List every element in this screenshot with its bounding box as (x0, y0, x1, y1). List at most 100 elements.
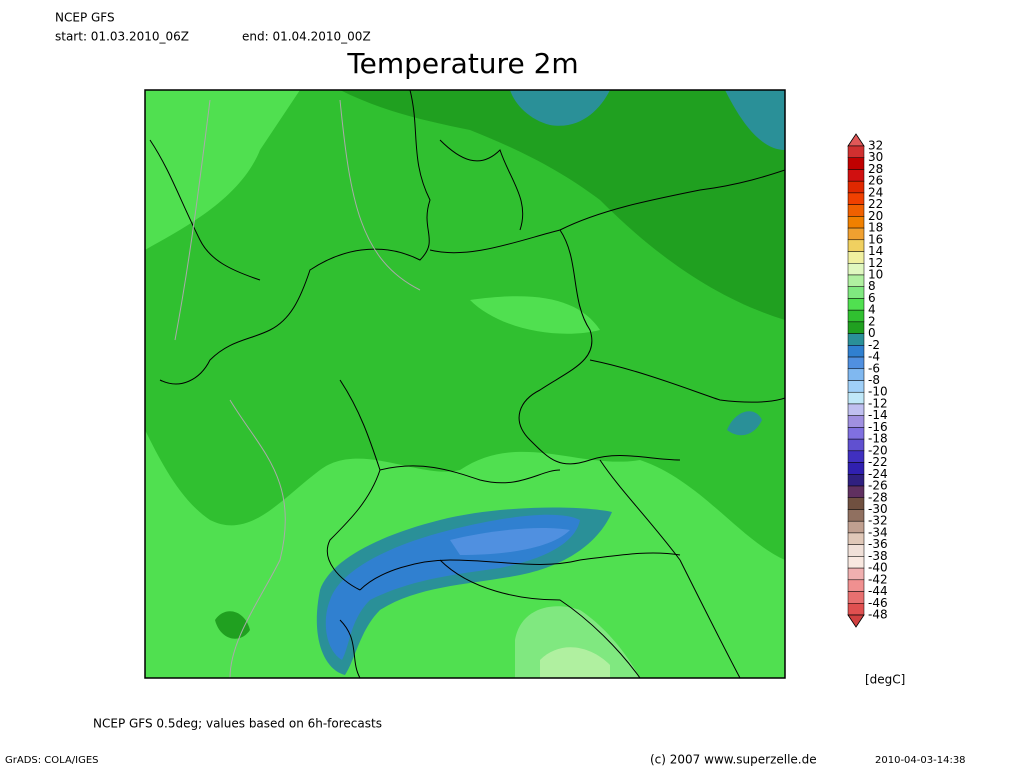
software-label: GrADS: COLA/IGES (5, 755, 99, 766)
copyright: (c) 2007 www.superzelle.de (650, 753, 817, 767)
colorbar-swatch (847, 192, 865, 205)
colorbar-label: 8 (868, 279, 876, 293)
colorbar-label: -42 (868, 572, 888, 586)
colorbar-swatch (847, 216, 865, 229)
colorbar-label: -28 (868, 490, 888, 504)
footer-note: NCEP GFS 0.5deg; values based on 6h-fore… (93, 717, 382, 731)
unit-label: [degC] (865, 673, 905, 687)
timestamp: 2010-04-03-14:38 (875, 755, 966, 766)
colorbar-label: -44 (868, 584, 888, 598)
colorbar-label: -36 (868, 537, 888, 551)
colorbar-label: -22 (868, 455, 888, 469)
colorbar-swatch (847, 556, 865, 569)
colorbar-label: -30 (868, 502, 888, 516)
colorbar-label: 18 (868, 221, 883, 235)
colorbar-swatch (847, 286, 865, 299)
borders (149, 90, 785, 678)
colorbar-swatch (847, 239, 865, 252)
colorbar-label: 20 (868, 209, 883, 223)
colorbar-swatch (847, 427, 865, 440)
colorbar-swatch (847, 309, 865, 323)
temperature-area (325, 514, 580, 660)
colorbar-swatch (847, 544, 865, 557)
colorbar-swatch (847, 520, 865, 534)
colorbar-swatch (847, 579, 865, 592)
colorbar-label: -46 (868, 596, 888, 610)
colorbar-label: 30 (868, 150, 883, 164)
colorbar-swatch (847, 368, 865, 381)
map (144, 89, 786, 679)
colorbar-swatch (847, 169, 865, 182)
colorbar-label: -10 (868, 385, 888, 399)
temperature-area (540, 647, 610, 678)
colorbar-label: 2 (868, 314, 876, 328)
colorbar-label: 14 (868, 244, 883, 258)
colorbar-label: -26 (868, 479, 888, 493)
colorbar-label: -20 (868, 443, 888, 457)
colorbar-label: 12 (868, 256, 883, 270)
colorbar-label: 32 (868, 139, 883, 153)
colorbar-label: -16 (868, 420, 888, 434)
colorbar-swatch (847, 497, 865, 510)
colorbar-swatch (847, 532, 865, 545)
temperature-area (725, 90, 785, 150)
colorbar-swatch (847, 298, 865, 311)
contours (174, 99, 421, 678)
colorbar-swatch (847, 485, 865, 498)
colorbar-swatch (847, 415, 865, 428)
colorbar-arrow (847, 133, 865, 147)
colorbar-swatch (847, 474, 865, 487)
colorbar-swatch (847, 391, 865, 405)
temperature-area (340, 90, 785, 320)
temperature-area (510, 90, 610, 126)
colorbar-swatch (847, 403, 865, 416)
colorbar-label: -12 (868, 396, 888, 410)
colorbar-swatch (847, 251, 865, 264)
colorbar-swatch (847, 180, 865, 194)
colorbar-swatch (847, 438, 865, 452)
colorbar-label: -8 (868, 373, 880, 387)
colorbar-swatch (847, 227, 865, 241)
colorbar-swatch (847, 450, 865, 463)
colorbar-label: 6 (868, 291, 876, 305)
start-label: start: 01.03.2010_06Z (55, 30, 189, 44)
colorbar-swatch (847, 356, 865, 370)
colorbar-swatch (847, 380, 865, 393)
colorbar-label: -14 (868, 408, 888, 422)
colorbar-label: -34 (868, 525, 888, 539)
colorbar-label: 16 (868, 232, 883, 246)
temperature-area (470, 296, 600, 334)
colorbar-label: 28 (868, 162, 883, 176)
colorbar-swatch (847, 345, 865, 358)
colorbar-swatch (847, 591, 865, 604)
colorbar-label: 10 (868, 267, 883, 281)
end-label: end: 01.04.2010_00Z (242, 30, 371, 44)
colorbar: 32302826242220181614121086420-2-4-6-8-10… (847, 133, 888, 628)
colorbar-label: -18 (868, 432, 888, 446)
colorbar-swatch (847, 603, 865, 616)
colorbar-label: 24 (868, 185, 883, 199)
colorbar-swatch (847, 462, 865, 475)
map-title: Temperature 2m (346, 47, 578, 80)
colorbar-label: -6 (868, 361, 880, 375)
colorbar-swatch (847, 509, 865, 522)
colorbar-label: 0 (868, 326, 876, 340)
colorbar-swatch (847, 204, 865, 217)
colorbar-label: 4 (868, 303, 876, 317)
colorbar-swatch (847, 263, 865, 276)
colorbar-swatch (847, 145, 865, 158)
temperature-area (727, 411, 762, 436)
colorbar-swatch (847, 321, 865, 334)
colorbar-swatch (847, 333, 865, 346)
model-label: NCEP GFS (55, 11, 115, 25)
colorbar-label: 22 (868, 197, 883, 211)
colorbar-label: -32 (868, 514, 888, 528)
colorbar-label: -24 (868, 467, 888, 481)
colorbar-label: -4 (868, 350, 880, 364)
colorbar-swatch (847, 157, 865, 170)
temperature-area (450, 528, 570, 555)
colorbar-label: -2 (868, 338, 880, 352)
colorbar-swatch (847, 274, 865, 287)
